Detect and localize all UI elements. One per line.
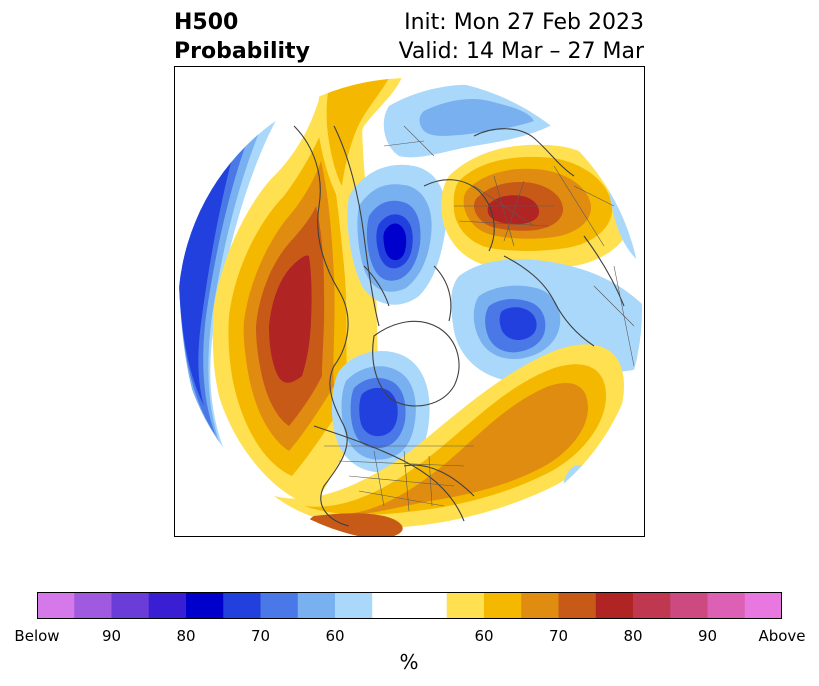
colorbar-tick-label: 80: [176, 627, 196, 645]
colorbar-tick-label: 80: [623, 627, 643, 645]
map-title: H500 Probability: [174, 8, 310, 66]
colorbar-tick-label: Above: [758, 627, 806, 645]
colorbar-swatch: [335, 592, 373, 619]
colorbar-swatch: [707, 592, 746, 619]
colorbar-swatch: [670, 592, 708, 619]
colorbar-swatch: [37, 592, 75, 619]
colorbar: [37, 592, 782, 619]
below-anomaly-scandinavia: [347, 164, 447, 305]
colorbar-label: %: [399, 650, 419, 674]
colorbar-swatch: [186, 592, 224, 619]
colorbar-tick-label: 60: [325, 627, 345, 645]
title-field: Probability: [174, 39, 310, 64]
colorbar-swatch: [111, 592, 150, 619]
colorbar-swatch: [633, 592, 671, 619]
coastlines: [293, 125, 625, 527]
colorbar-tick-label: Below: [14, 627, 60, 645]
init-date: Init: Mon 27 Feb 2023: [404, 10, 644, 35]
colorbar-frame: [37, 592, 782, 619]
below-anomaly-central-north-america: [331, 351, 430, 473]
valid-range: Valid: 14 Mar – 27 Mar: [398, 39, 644, 64]
colorbar-swatches: [37, 592, 782, 619]
colorbar-swatch: [74, 592, 112, 619]
forecast-dates: Init: Mon 27 Feb 2023 Valid: 14 Mar – 27…: [399, 8, 644, 66]
map-frame: [174, 66, 645, 537]
colorbar-tick-label: 90: [697, 627, 718, 645]
colorbar-swatch: [297, 592, 336, 619]
colorbar-swatch: [484, 592, 522, 619]
colorbar-swatch: [521, 592, 559, 619]
colorbar-swatch: [446, 592, 485, 619]
colorbar-swatch: [558, 592, 597, 619]
colorbar-tick-label: 60: [474, 627, 494, 645]
colorbar-swatch: [595, 592, 634, 619]
colorbar-swatch: [260, 592, 299, 619]
probability-map: [174, 66, 645, 537]
above-anomaly-atlantic: [274, 344, 624, 537]
colorbar-tick-label: 70: [548, 627, 569, 645]
above-anomaly-siberia: [441, 144, 633, 270]
colorbar-swatch: [372, 592, 448, 619]
colorbar-swatch: [223, 592, 261, 619]
colorbar-tick-label: 90: [101, 627, 122, 645]
above-anomaly-greenland: [317, 78, 404, 206]
probability-fill: [178, 78, 642, 537]
colorbar-swatch: [744, 592, 782, 619]
colorbar-swatch: [148, 592, 187, 619]
title-variable: H500: [174, 10, 239, 35]
colorbar-tick-label: 70: [250, 627, 271, 645]
political-borders: [324, 125, 635, 512]
